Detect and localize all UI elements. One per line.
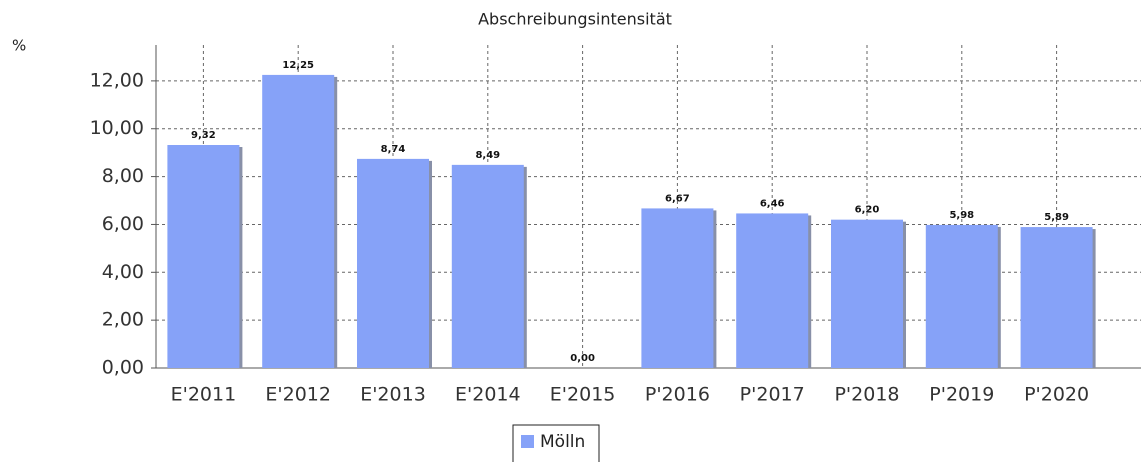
bar [925,224,998,368]
legend-swatch [521,435,534,448]
bar [736,213,809,368]
x-tick-label: E'2011 [171,384,237,406]
x-tick-label: P'2017 [740,384,805,406]
value-label: 5,98 [949,210,974,221]
y-tick-label: 2,00 [102,309,144,331]
value-label: 12,25 [282,60,314,71]
value-label: 0,00 [570,353,595,364]
x-tick-label: E'2014 [455,384,521,406]
bar [167,145,240,368]
value-label: 6,67 [665,193,690,204]
y-tick-label: 6,00 [102,213,144,235]
bar [1020,227,1093,368]
legend-label: Mölln [540,432,585,452]
x-tick-label: P'2020 [1024,384,1089,406]
value-label: 5,89 [1044,212,1069,223]
y-tick-label: 12,00 [90,69,144,91]
bar [262,74,335,368]
y-axis-label: % [12,37,26,55]
y-tick-label: 10,00 [90,117,144,139]
y-tick-label: 4,00 [102,261,144,283]
legend: Mölln [512,424,600,462]
value-label: 6,46 [760,198,785,209]
value-label: 8,49 [475,150,500,161]
x-tick-label: E'2015 [550,384,616,406]
x-tick-label: E'2013 [360,384,426,406]
y-tick-label: 8,00 [102,165,144,187]
bar [357,158,429,368]
x-tick-label: P'2016 [645,384,710,406]
x-tick-label: E'2012 [265,384,331,406]
bar [831,219,903,368]
bar [451,164,524,368]
y-tick-label: 0,00 [102,357,144,379]
x-tick-label: P'2019 [929,384,994,406]
value-label: 8,74 [381,144,406,155]
bar [641,208,714,368]
x-tick-label: P'2018 [834,384,899,406]
chart-title: Abschreibungsintensität [478,10,672,29]
value-label: 9,32 [191,130,216,141]
value-label: 6,20 [855,205,880,216]
